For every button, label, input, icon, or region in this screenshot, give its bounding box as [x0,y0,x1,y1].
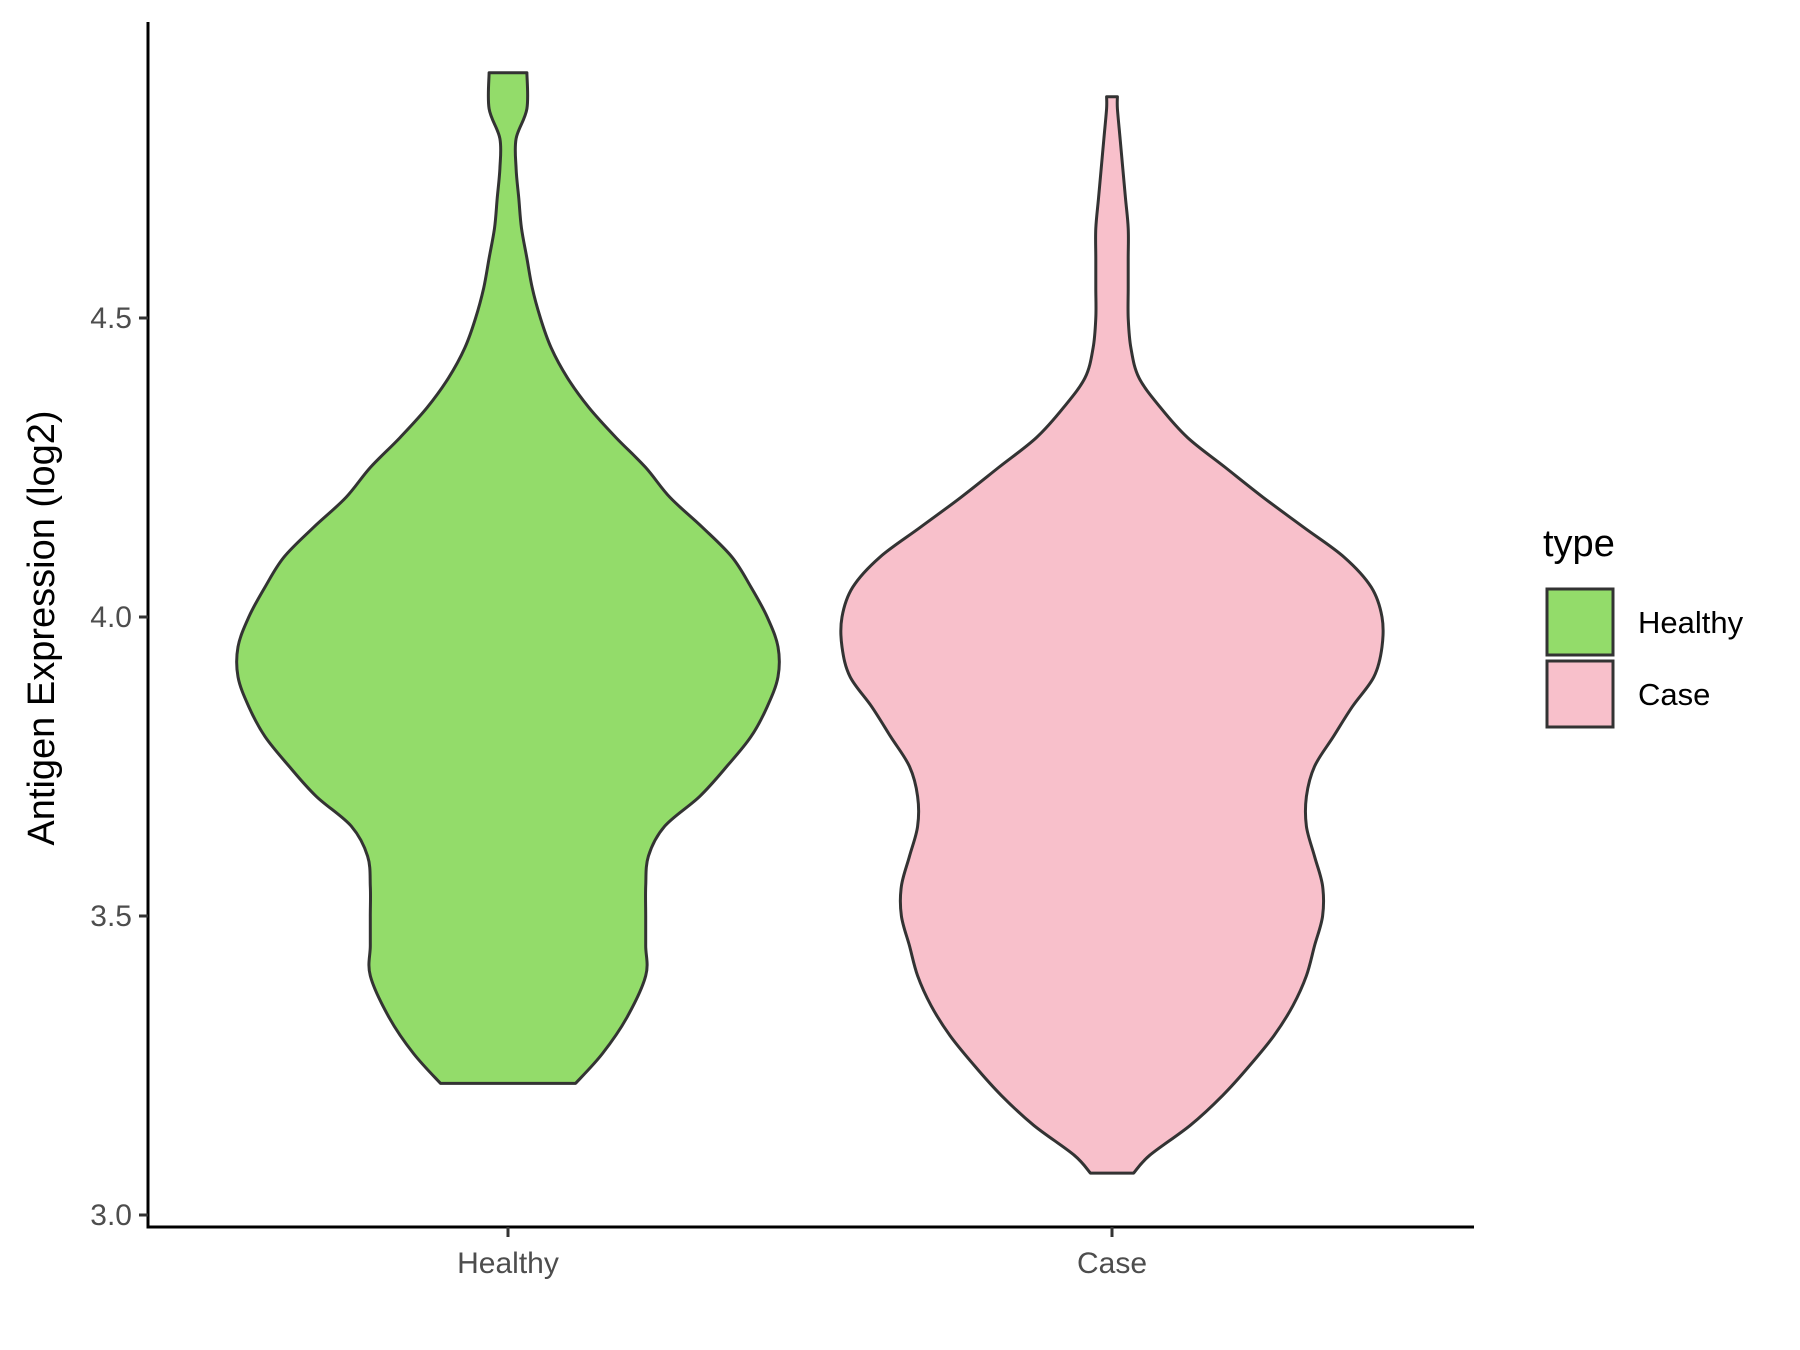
legend: type Healthy Case [1543,523,1744,729]
legend-label-case: Case [1638,677,1710,712]
x-tick-label: Healthy [457,1247,559,1280]
y-tick-label: 3.0 [90,1199,132,1232]
legend-key-healthy [1545,587,1615,657]
violin-layer [235,71,1385,1175]
y-tick-label: 4.0 [90,601,132,634]
legend-key-case [1545,659,1615,729]
violin-case [839,95,1385,1175]
y-tick-label: 3.5 [90,900,132,933]
y-axis-title: Antigen Expression (log2) [21,410,63,845]
violin-healthy [235,71,781,1085]
axes: 3.0 3.5 4.0 4.5 Healthy Case [90,22,1474,1280]
legend-label-healthy: Healthy [1638,605,1744,640]
x-tick-label: Case [1077,1247,1147,1280]
y-tick-label: 4.5 [90,302,132,335]
legend-title: type [1543,523,1615,565]
